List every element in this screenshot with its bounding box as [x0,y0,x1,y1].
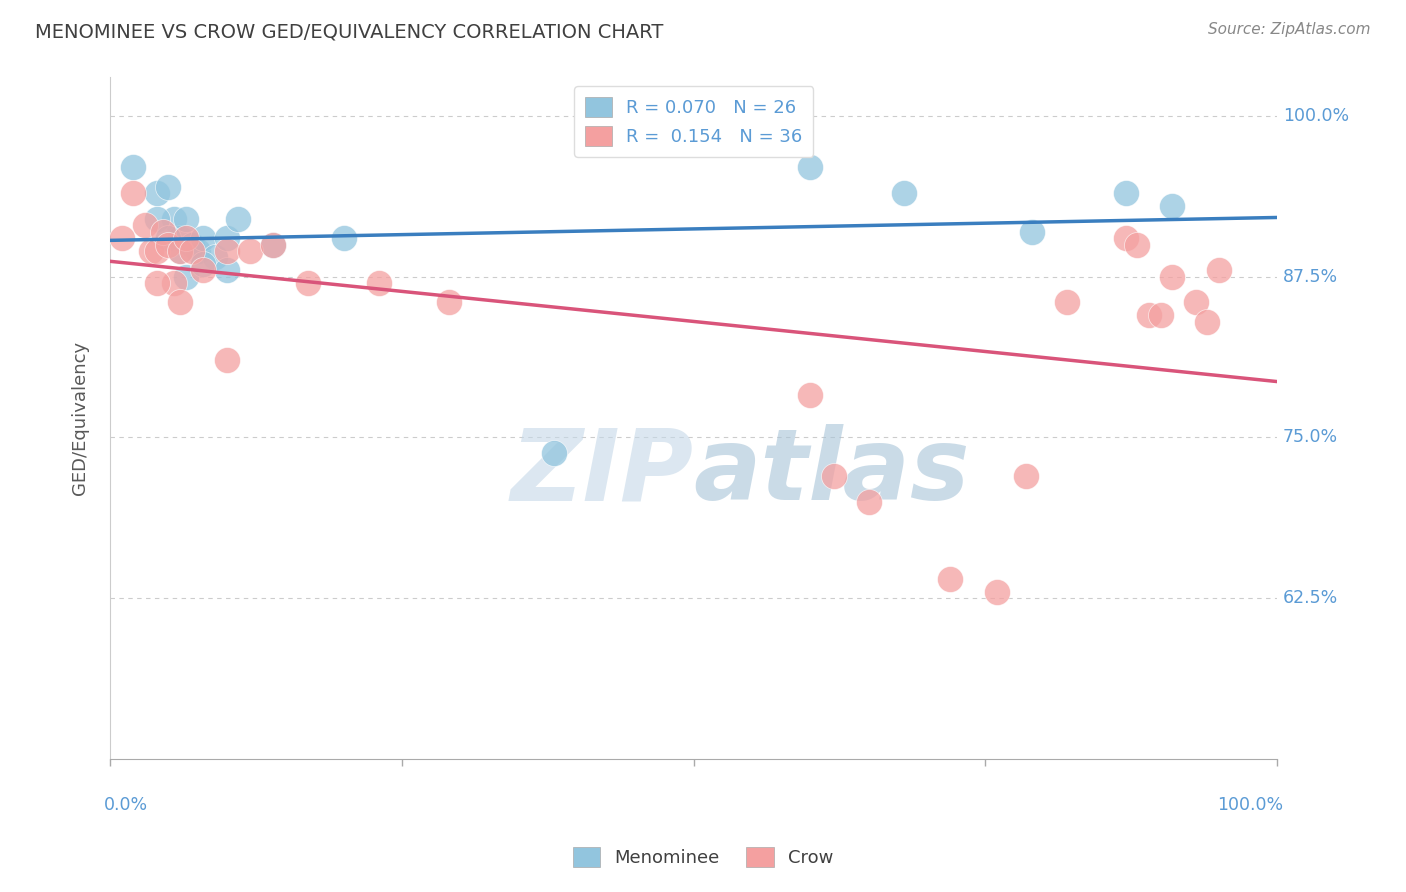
Point [193,257,215,271]
Point [193,231,215,245]
Point [893,186,915,201]
Point [1197,315,1219,329]
Text: 75.0%: 75.0% [1284,428,1339,446]
Point [215,263,238,277]
Point [157,237,180,252]
Text: 62.5%: 62.5% [1284,589,1339,607]
Point [986,584,1008,599]
Point [1208,263,1230,277]
Point [823,469,845,483]
Point [215,231,238,245]
Point [157,231,180,245]
Point [858,494,880,508]
Point [122,161,145,175]
Point [145,211,167,226]
Point [1184,295,1206,310]
Point [187,244,209,258]
Point [543,446,565,460]
Point [297,276,319,290]
Text: Source: ZipAtlas.com: Source: ZipAtlas.com [1208,22,1371,37]
Point [145,276,167,290]
Point [174,269,197,284]
Text: atlas: atlas [693,424,970,521]
Point [169,295,191,310]
Point [1149,308,1171,322]
Point [169,244,191,258]
Text: 0.0%: 0.0% [104,797,149,814]
Point [228,211,250,226]
Point [180,237,202,252]
Point [263,237,285,252]
Text: 100.0%: 100.0% [1218,797,1284,814]
Point [139,244,162,258]
Point [204,251,226,265]
Point [157,179,180,194]
Point [332,231,354,245]
Point [1161,199,1184,213]
Point [163,211,186,226]
Legend: Menominee, Crow: Menominee, Crow [565,839,841,874]
Point [152,225,174,239]
Point [437,295,460,310]
Point [263,237,285,252]
Text: MENOMINEE VS CROW GED/EQUIVALENCY CORRELATION CHART: MENOMINEE VS CROW GED/EQUIVALENCY CORREL… [35,22,664,41]
Point [239,244,262,258]
Point [134,219,156,233]
Point [1126,237,1149,252]
Point [122,186,145,201]
Point [1056,295,1078,310]
Point [799,388,821,402]
Point [174,211,197,226]
Text: ZIP: ZIP [510,424,693,521]
Point [169,231,191,245]
Point [1021,225,1043,239]
Legend: R = 0.070   N = 26, R =  0.154   N = 36: R = 0.070 N = 26, R = 0.154 N = 36 [574,87,814,157]
Text: 100.0%: 100.0% [1284,107,1350,125]
Point [145,244,167,258]
Point [180,244,202,258]
Point [215,244,238,258]
Point [1115,186,1137,201]
Point [193,263,215,277]
Point [111,231,134,245]
Point [1137,308,1160,322]
Text: 87.5%: 87.5% [1284,268,1339,285]
Point [215,353,238,368]
Point [1115,231,1137,245]
Point [174,231,197,245]
Point [799,161,821,175]
Point [169,244,191,258]
Point [163,276,186,290]
Point [367,276,389,290]
Point [1015,469,1038,483]
Point [145,186,167,201]
Point [1161,269,1184,284]
Y-axis label: GED/Equivalency: GED/Equivalency [72,341,89,495]
Point [939,572,962,586]
